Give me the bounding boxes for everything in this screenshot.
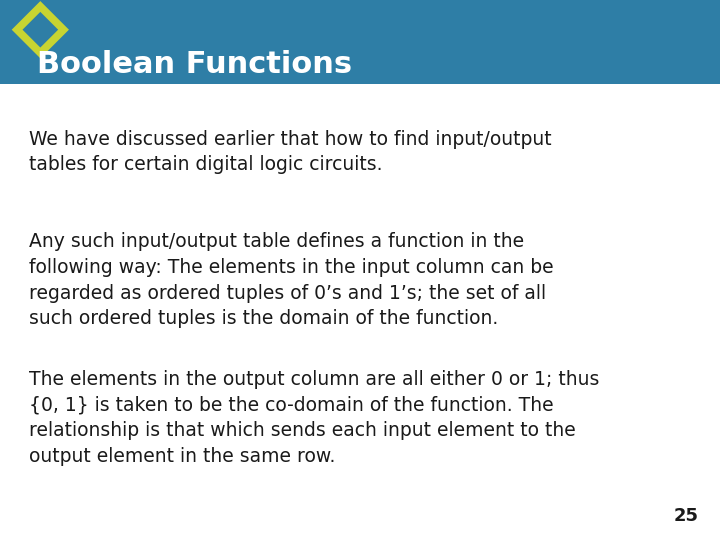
Polygon shape (22, 12, 58, 48)
Text: 25: 25 (673, 507, 698, 525)
Text: The elements in the output column are all either 0 or 1; thus
{0, 1} is taken to: The elements in the output column are al… (29, 370, 599, 466)
Text: Any such input/output table defines a function in the
following way: The element: Any such input/output table defines a fu… (29, 232, 554, 328)
Polygon shape (12, 1, 69, 58)
Text: Boolean Functions: Boolean Functions (37, 50, 353, 79)
Text: We have discussed earlier that how to find input/output
tables for certain digit: We have discussed earlier that how to fi… (29, 130, 552, 174)
Bar (0, 0, 720, 84)
